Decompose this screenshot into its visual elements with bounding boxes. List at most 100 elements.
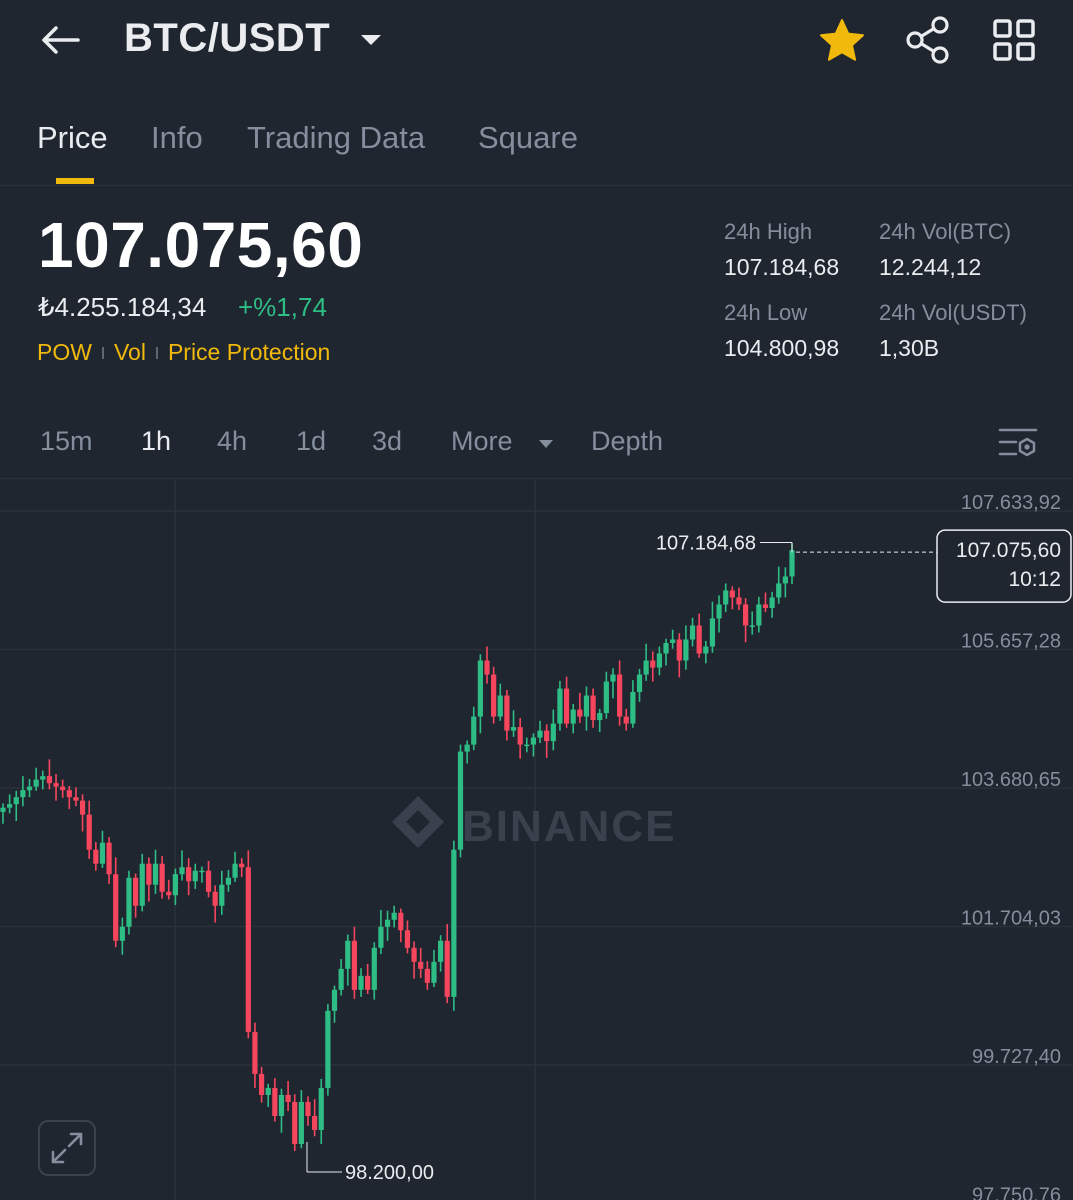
high-marker-label: 107.184,68 bbox=[656, 532, 756, 554]
candle bbox=[557, 680, 563, 731]
candle bbox=[404, 920, 411, 954]
candle bbox=[225, 870, 232, 892]
interval-3d[interactable]: 3d bbox=[372, 426, 403, 456]
candle bbox=[471, 706, 477, 751]
candle bbox=[464, 740, 470, 764]
candle bbox=[53, 774, 59, 801]
tab-info[interactable]: Info bbox=[151, 120, 203, 155]
candle bbox=[331, 985, 338, 1023]
candle bbox=[258, 1066, 265, 1103]
tab-price[interactable]: Price bbox=[37, 120, 108, 155]
candle bbox=[186, 858, 192, 896]
chart-canvas[interactable]: BINANCE 107.633,92 105.657,28 103.680,65 10… bbox=[0, 479, 1073, 1200]
stat-low-value: 104.800,98 bbox=[724, 335, 840, 361]
candle bbox=[152, 849, 159, 894]
stat-high-value: 107.184,68 bbox=[724, 254, 840, 280]
top-bar: BTC/USDT bbox=[0, 0, 1073, 82]
candle bbox=[643, 643, 649, 681]
interval-bar: 15m 1h 4h 1d 3d More Depth bbox=[0, 420, 1073, 476]
candle bbox=[119, 917, 125, 955]
candle bbox=[133, 873, 139, 918]
candle bbox=[73, 787, 79, 807]
candle bbox=[689, 617, 696, 647]
interval-15m[interactable]: 15m bbox=[40, 426, 93, 456]
candle bbox=[245, 850, 251, 1039]
last-price: 107.075,60 bbox=[38, 209, 364, 281]
candle bbox=[93, 841, 99, 871]
candle bbox=[378, 909, 384, 955]
tag-list: POW Vol Price Protection bbox=[37, 339, 330, 366]
chart-settings-icon[interactable] bbox=[996, 422, 1040, 462]
candle bbox=[431, 949, 437, 988]
share-icon[interactable] bbox=[902, 14, 954, 66]
candle bbox=[762, 592, 769, 613]
candle bbox=[610, 668, 616, 699]
candle bbox=[597, 708, 603, 732]
last-price-label: 107.075,60 bbox=[956, 539, 1061, 562]
stat-vol-usdt-label: 24h Vol(USDT) bbox=[879, 300, 1027, 325]
candle bbox=[398, 908, 404, 943]
candle bbox=[437, 935, 444, 972]
candlestick-chart[interactable]: BINANCE 107.633,92 105.657,28 103.680,65 10… bbox=[0, 478, 1073, 1200]
pair-title[interactable]: BTC/USDT bbox=[124, 16, 331, 60]
candle bbox=[590, 688, 596, 728]
back-arrow-icon[interactable] bbox=[36, 18, 84, 62]
y-tick-label: 101.704,03 bbox=[961, 907, 1061, 929]
grid-menu-icon[interactable] bbox=[988, 14, 1040, 66]
local-currency-price: ₺4.255.184,34 bbox=[38, 292, 207, 322]
candle bbox=[670, 629, 676, 649]
candle bbox=[265, 1083, 271, 1107]
candle bbox=[166, 879, 172, 900]
candle bbox=[544, 724, 550, 758]
tag-vol[interactable]: Vol bbox=[113, 339, 146, 365]
candle bbox=[371, 942, 377, 1000]
candle bbox=[683, 625, 689, 670]
candle bbox=[723, 583, 729, 613]
interval-depth[interactable]: Depth bbox=[591, 426, 664, 456]
candle bbox=[550, 709, 556, 751]
tag-pow[interactable]: POW bbox=[37, 339, 92, 365]
candle bbox=[504, 689, 510, 741]
interval-4h[interactable]: 4h bbox=[217, 426, 248, 456]
watermark-logo-icon bbox=[392, 796, 444, 848]
candle bbox=[676, 633, 682, 678]
candle bbox=[583, 686, 590, 731]
caret-down-icon[interactable] bbox=[358, 30, 384, 50]
caret-down-icon[interactable] bbox=[538, 438, 554, 450]
candle bbox=[232, 851, 238, 882]
candle bbox=[491, 666, 497, 724]
candle bbox=[7, 794, 13, 814]
candle bbox=[172, 868, 178, 906]
star-icon[interactable] bbox=[816, 16, 868, 66]
main-tabs: Price Info Trading Data Square bbox=[0, 100, 1073, 186]
fullscreen-button[interactable] bbox=[38, 1120, 96, 1176]
candle bbox=[623, 708, 629, 731]
candle bbox=[457, 744, 464, 858]
candle bbox=[86, 800, 92, 859]
candle bbox=[46, 759, 53, 790]
interval-1h[interactable]: 1h bbox=[141, 426, 172, 456]
tab-trading-data[interactable]: Trading Data bbox=[247, 120, 426, 155]
candle bbox=[325, 1003, 331, 1096]
candle bbox=[451, 840, 457, 1011]
candle bbox=[776, 566, 782, 604]
y-tick-label: 97.750,76 bbox=[972, 1184, 1061, 1200]
interval-1d[interactable]: 1d bbox=[296, 426, 327, 456]
tab-square[interactable]: Square bbox=[478, 120, 578, 155]
candle bbox=[146, 857, 152, 902]
candle bbox=[617, 660, 623, 726]
candle bbox=[106, 837, 112, 885]
tag-divider bbox=[155, 346, 158, 359]
candle bbox=[577, 692, 583, 723]
candle bbox=[530, 733, 537, 757]
candle bbox=[298, 1090, 304, 1149]
candle bbox=[192, 863, 198, 889]
candle bbox=[199, 866, 205, 883]
candle bbox=[351, 926, 358, 999]
interval-more[interactable]: More bbox=[451, 426, 513, 456]
candle bbox=[524, 737, 530, 753]
candle bbox=[20, 776, 26, 807]
tag-price-protection[interactable]: Price Protection bbox=[167, 339, 331, 365]
candle bbox=[13, 790, 19, 821]
candle bbox=[756, 596, 762, 633]
